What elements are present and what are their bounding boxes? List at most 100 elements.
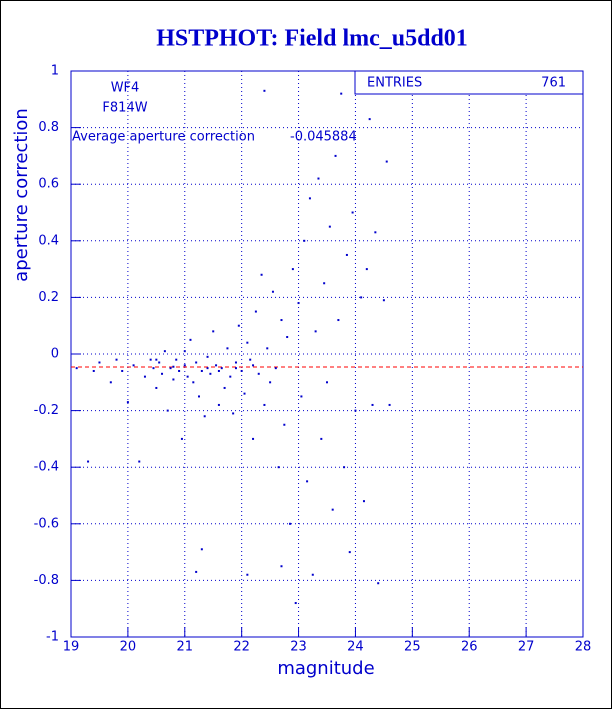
chart-title: HSTPHOT: Field lmc_u5dd01 xyxy=(156,26,468,52)
x-tick-label: 22 xyxy=(233,640,250,655)
y-tick-label: 0.8 xyxy=(38,120,59,135)
point xyxy=(243,392,246,395)
point xyxy=(203,415,206,418)
point xyxy=(206,367,209,370)
point xyxy=(252,437,255,440)
point xyxy=(263,89,266,92)
point xyxy=(277,466,280,469)
point xyxy=(169,367,172,370)
point xyxy=(311,573,314,576)
point xyxy=(87,460,90,463)
y-tick-label: -0.6 xyxy=(34,516,59,531)
point xyxy=(115,358,118,361)
x-axis-label: magnitude xyxy=(277,658,374,679)
point xyxy=(271,290,274,293)
point xyxy=(195,361,198,364)
point xyxy=(308,197,311,200)
point xyxy=(172,365,175,368)
point xyxy=(163,350,166,353)
x-tick-label: 19 xyxy=(63,640,80,655)
point xyxy=(220,367,223,370)
point xyxy=(149,358,152,361)
point xyxy=(166,409,169,412)
x-tick-label: 26 xyxy=(461,640,478,655)
y-tick-label: -0.2 xyxy=(34,403,59,418)
point xyxy=(388,403,391,406)
point xyxy=(126,401,129,404)
point xyxy=(183,364,186,367)
point xyxy=(283,423,286,426)
point xyxy=(274,367,277,370)
point xyxy=(257,372,260,375)
point xyxy=(362,500,365,503)
point xyxy=(365,268,368,271)
point xyxy=(155,386,158,389)
point xyxy=(155,358,158,361)
y-axis-label: aperture correction xyxy=(11,108,32,282)
stats-box xyxy=(354,70,584,95)
point xyxy=(291,268,294,271)
point xyxy=(374,231,377,234)
point xyxy=(280,319,283,322)
y-tick-label: -0.8 xyxy=(34,573,59,588)
point xyxy=(237,324,240,327)
point xyxy=(189,338,192,341)
point xyxy=(195,570,198,573)
point xyxy=(345,253,348,256)
x-tick-label: 27 xyxy=(518,640,535,655)
point xyxy=(178,369,181,372)
point xyxy=(143,375,146,378)
point xyxy=(371,403,374,406)
point xyxy=(252,364,255,367)
point xyxy=(158,361,161,364)
point xyxy=(217,369,220,372)
point xyxy=(317,177,320,180)
point xyxy=(297,302,300,305)
point xyxy=(289,522,292,525)
point xyxy=(254,310,257,313)
point xyxy=(186,375,189,378)
x-tick-label: 25 xyxy=(404,640,421,655)
point xyxy=(303,239,306,242)
point xyxy=(192,381,195,384)
point xyxy=(331,508,334,511)
point xyxy=(354,409,357,412)
point xyxy=(385,160,388,163)
point xyxy=(360,296,363,299)
x-tick-label: 23 xyxy=(290,640,307,655)
point xyxy=(246,341,249,344)
point xyxy=(306,480,309,483)
point xyxy=(172,378,175,381)
point xyxy=(209,372,212,375)
point xyxy=(334,154,337,157)
x-tick-label: 28 xyxy=(575,640,592,655)
point xyxy=(206,355,209,358)
point xyxy=(234,367,237,370)
point xyxy=(294,602,297,605)
point xyxy=(351,211,354,214)
point xyxy=(132,364,135,367)
point xyxy=(249,358,252,361)
y-tick-label: 0.2 xyxy=(38,290,59,305)
average-value: -0.045884 xyxy=(290,130,357,145)
point xyxy=(240,369,243,372)
stats-value: 761 xyxy=(541,76,566,91)
point xyxy=(260,273,263,276)
point xyxy=(232,412,235,415)
point xyxy=(229,375,232,378)
point xyxy=(269,381,272,384)
x-tick-label: 20 xyxy=(120,640,137,655)
annotation: F814W xyxy=(102,101,147,116)
point xyxy=(314,330,317,333)
y-tick-label: 0.4 xyxy=(38,233,59,248)
point xyxy=(198,395,200,398)
x-tick-label: 24 xyxy=(347,640,364,655)
point xyxy=(300,395,303,398)
point xyxy=(180,437,183,440)
point xyxy=(286,336,289,339)
point xyxy=(109,381,112,384)
point xyxy=(328,225,331,228)
point xyxy=(234,361,237,364)
